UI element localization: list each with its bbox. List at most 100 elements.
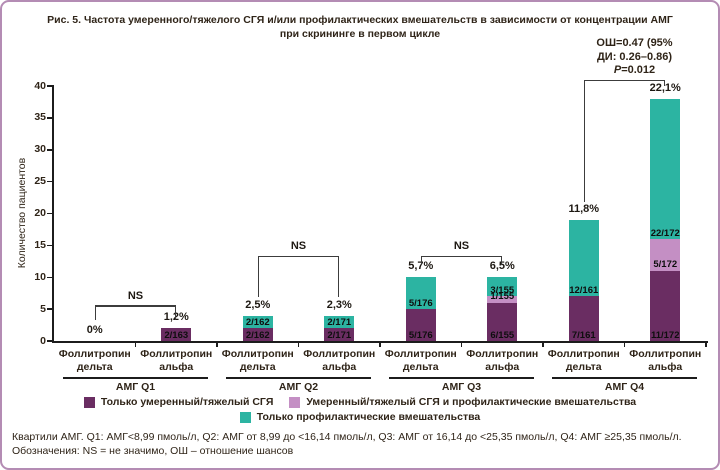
bar-segment-count-label: 11/172 xyxy=(650,329,680,341)
bar-segment-only_interv: 2/162 xyxy=(242,315,273,329)
bar-segment-only_ohss: 7/161 xyxy=(568,296,599,341)
figure-title-line1: Рис. 5. Частота умеренного/тяжелого СГЯ … xyxy=(47,14,673,26)
bracket-right-leg xyxy=(337,255,340,297)
bar-segment-count-label: 1/155 xyxy=(490,291,515,303)
bar-segment-count-label: 2/171 xyxy=(327,329,352,341)
y-axis-tick xyxy=(47,308,54,310)
legend-label: Только профилактические вмешательства xyxy=(256,411,481,423)
p-value-line: P=0.012 xyxy=(552,64,717,78)
p-value-number: =0.012 xyxy=(621,64,656,76)
bar-segment-count-label: 5/176 xyxy=(408,329,433,341)
category-label-line: Фоллитропин xyxy=(140,348,213,360)
group-label: АМГ Q1 xyxy=(115,381,156,393)
x-axis-tick xyxy=(216,343,218,347)
y-axis-tick xyxy=(47,340,54,342)
bar-segment-only_ohss: 2/163 xyxy=(161,328,192,341)
x-axis-line xyxy=(52,341,708,343)
bar-segment-only_interv: 3/155 xyxy=(487,277,518,297)
bar-segment-count-label: 2/171 xyxy=(327,316,352,328)
legend-swatch-ohss_plus_interv xyxy=(289,396,301,408)
bracket-ns-label: NS xyxy=(127,289,144,302)
category-label-line: альфа xyxy=(159,361,194,374)
y-axis-tick-label: 15 xyxy=(34,238,46,251)
bar-percent-label: 2,5% xyxy=(245,298,271,311)
category-label-line: альфа xyxy=(485,361,520,374)
bar-segment-count-label: 3/155 xyxy=(490,284,515,296)
group-label: АМГ Q2 xyxy=(278,381,319,393)
y-axis-line xyxy=(52,85,54,343)
category-label-line: дельта xyxy=(565,361,602,374)
group-label: АМГ Q3 xyxy=(441,381,482,393)
bracket-ns-label: NS xyxy=(290,240,307,253)
bar-percent-label: 5,7% xyxy=(408,260,434,273)
bracket-ns-label: NS xyxy=(453,240,470,253)
y-axis-tick xyxy=(47,276,54,278)
x-axis-tick xyxy=(623,343,626,347)
y-axis-tick-label: 30 xyxy=(34,143,46,156)
category-label: Фоллитропин дельта xyxy=(54,348,136,376)
bracket-left-leg xyxy=(94,305,97,320)
bracket-right-leg xyxy=(500,255,503,266)
bar-segment-count-label: 22/172 xyxy=(650,227,680,239)
y-axis-tick xyxy=(47,85,54,87)
y-axis-tick-label: 25 xyxy=(34,175,46,188)
bar-segment-only_interv: 12/161 xyxy=(568,219,599,297)
y-axis-tick-label: 40 xyxy=(34,79,46,92)
legend-swatch-only_ohss xyxy=(83,396,95,408)
category-label: Фоллитропин дельта xyxy=(217,348,299,376)
p-value-symbol: P xyxy=(613,64,622,76)
bar-segment-count-label: 5/176 xyxy=(408,297,433,309)
category-label-line: альфа xyxy=(322,361,357,374)
category-label-line: Фоллитропин xyxy=(466,348,539,360)
category-label-line: Фоллитропин xyxy=(384,348,457,360)
bracket-line xyxy=(257,255,340,258)
bar-segment-count-label: 12/161 xyxy=(569,284,599,296)
bar-segment-only_ohss: 2/162 xyxy=(242,328,273,341)
legend-item-only_interv: Только профилактические вмешательства xyxy=(239,411,481,423)
group-underline xyxy=(552,377,697,379)
group-label: АМГ Q4 xyxy=(604,381,645,393)
bar-segment-count-label: 5/172 xyxy=(653,259,678,271)
category-label: Фоллитропин дельта xyxy=(543,348,625,376)
category-label: Фоллитропин альфа xyxy=(625,348,707,376)
y-axis-tick xyxy=(47,180,54,183)
bracket-line xyxy=(583,79,666,82)
category-label-line: Фоллитропин xyxy=(629,348,702,360)
legend-swatch-only_interv xyxy=(239,411,251,423)
y-axis-tick-label: 5 xyxy=(40,302,46,315)
category-label: Фоллитропин дельта xyxy=(380,348,462,376)
bar-segment-only_interv: 2/171 xyxy=(324,315,355,329)
bar-segment-ohss_plus_interv: 5/172 xyxy=(650,239,681,271)
y-axis-tick-label: 20 xyxy=(34,207,46,219)
footnote-line2: Обозначения: NS = не значимо, ОШ – отнош… xyxy=(12,444,294,457)
category-label-line: Фоллитропин xyxy=(303,348,376,360)
bar-percent-label: 11,8% xyxy=(568,202,600,215)
bar-segment-only_ohss: 11/172 xyxy=(650,270,681,341)
y-axis-tick xyxy=(47,244,54,247)
category-label-line: Фоллитропин xyxy=(547,348,620,360)
bracket-right-leg xyxy=(174,305,177,320)
x-axis-tick xyxy=(705,343,707,347)
category-label: Фоллитропин альфа xyxy=(136,348,218,376)
bar-segment-only_ohss: 5/176 xyxy=(405,309,436,341)
bracket-right-leg xyxy=(663,79,666,86)
y-axis-tick xyxy=(47,212,54,215)
bar-segment-only_interv: 5/176 xyxy=(405,277,436,310)
bar-segment-count-label: 2/162 xyxy=(245,329,270,341)
category-label: Фоллитропин альфа xyxy=(462,348,544,376)
bar-percent-label: 6,5% xyxy=(489,260,515,273)
category-label-line: Фоллитропин xyxy=(221,348,294,360)
bracket-line xyxy=(420,255,503,258)
bar-percent-label: 0% xyxy=(86,324,103,336)
x-axis-tick xyxy=(460,343,463,347)
bar-percent-label: 2,3% xyxy=(326,298,352,311)
category-label: Фоллитропин альфа xyxy=(299,348,381,376)
bar-segment-only_interv: 22/172 xyxy=(650,98,681,239)
legend-row-1: Только умеренный/тяжелый СГЯ Умеренный/тя… xyxy=(2,396,718,408)
y-axis-tick-label: 0 xyxy=(40,334,46,347)
category-label-line: Фоллитропин xyxy=(58,348,131,360)
odds-ratio-line1: ОШ=0.47 (95% xyxy=(596,37,673,49)
footnote: Квартили АМГ. Q1: АМГ<8,99 пмоль/л, Q2: … xyxy=(12,431,710,459)
odds-ratio-line2: ДИ: 0.26–0.86) xyxy=(596,50,673,63)
